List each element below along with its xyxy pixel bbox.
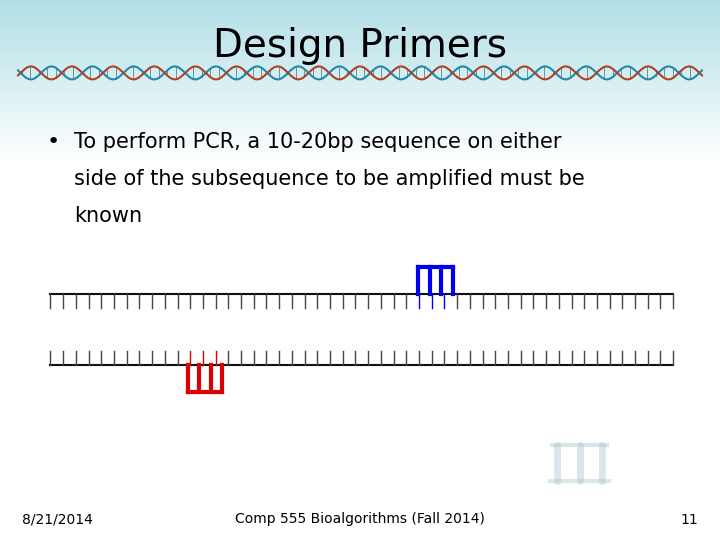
Text: side of the subsequence to be amplified must be: side of the subsequence to be amplified … (74, 169, 585, 189)
Text: Comp 555 Bioalgorithms (Fall 2014): Comp 555 Bioalgorithms (Fall 2014) (235, 512, 485, 526)
Text: 11: 11 (680, 512, 698, 526)
Text: Design Primers: Design Primers (213, 27, 507, 65)
Text: •: • (47, 132, 60, 152)
Text: known: known (74, 206, 143, 226)
Text: 8/21/2014: 8/21/2014 (22, 512, 92, 526)
Text: To perform PCR, a 10-20bp sequence on either: To perform PCR, a 10-20bp sequence on ei… (74, 132, 562, 152)
